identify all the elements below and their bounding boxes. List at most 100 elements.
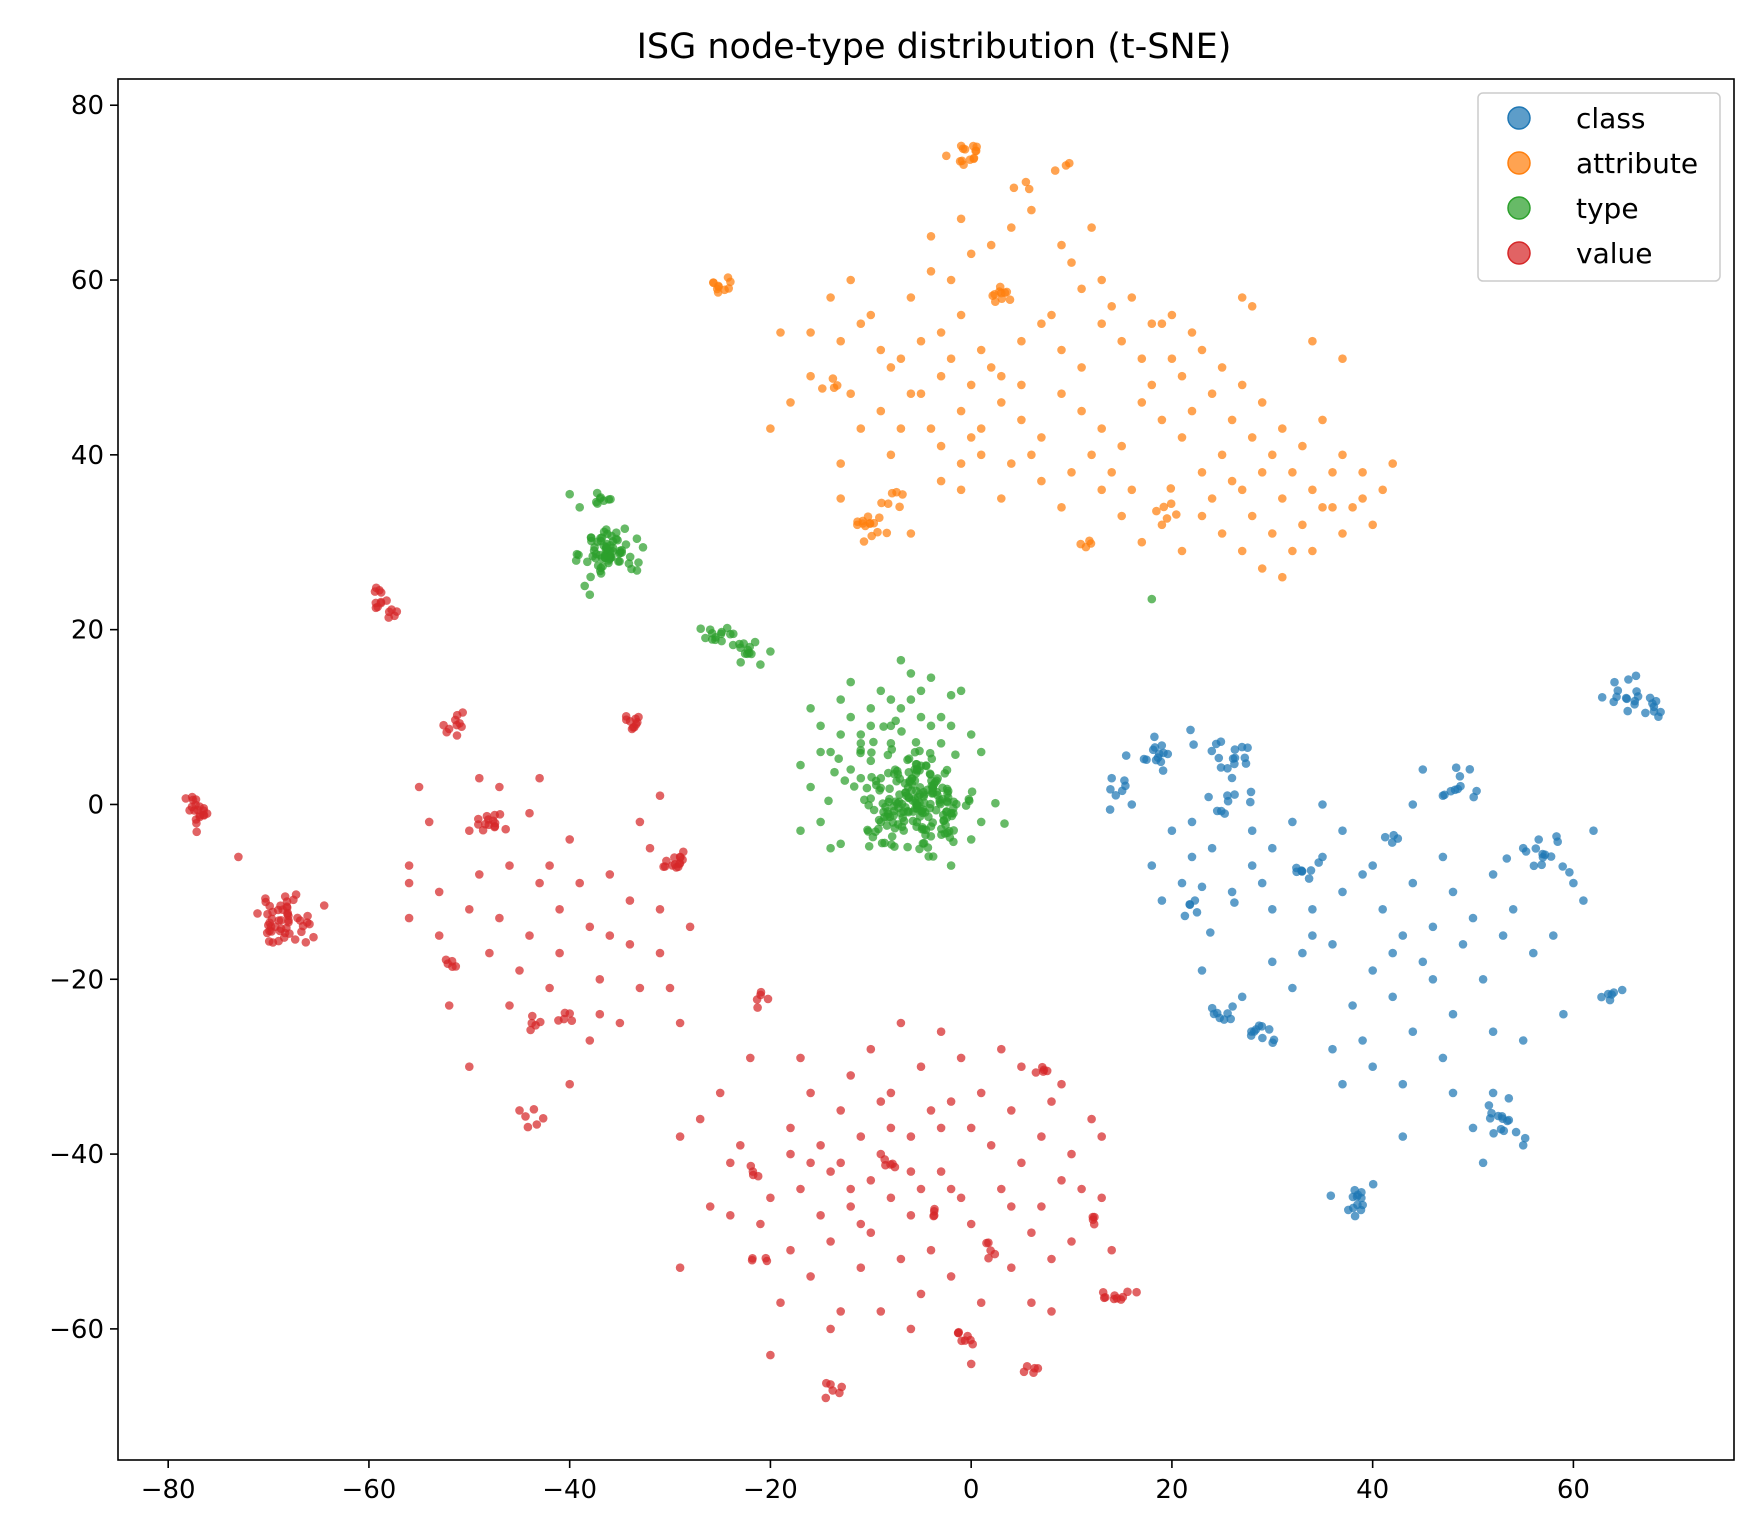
data-point-class [1448,1009,1458,1019]
data-point-attribute [776,328,785,337]
data-point-type [887,832,897,841]
data-point-class [1297,866,1307,876]
data-point-attribute [846,389,855,399]
data-point-value [376,588,386,597]
data-point-type [826,747,835,757]
data-point-value [736,1141,745,1150]
legend-frame [1477,92,1721,282]
data-point-attribute [1027,450,1036,460]
data-point-value [856,1219,866,1229]
data-point-class [1230,790,1239,799]
data-point-value [982,1238,991,1248]
data-point-type [925,803,935,813]
data-point-type [976,747,986,757]
data-point-type [614,557,623,566]
data-point-class [1465,765,1475,774]
data-point-class [1288,817,1297,827]
data-point-value [545,983,554,993]
data-point-value [946,1272,956,1281]
data-point-type [625,552,635,562]
data-point-class [1139,754,1149,764]
data-point-attribute [1207,494,1217,503]
data-point-attribute [1061,161,1071,170]
data-point-type [965,796,974,806]
data-point-type [967,787,977,796]
data-point-attribute [806,328,815,337]
data-point-type [565,489,574,499]
data-point-attribute [1338,529,1347,538]
data-point-value [595,1009,605,1019]
data-point-type [911,738,921,747]
data-point-value [371,598,381,608]
data-point-type [896,808,906,818]
data-point-attribute [1137,537,1147,547]
data-point-value [452,710,462,720]
data-point-type [701,633,710,643]
data-point-class [1518,1141,1528,1150]
data-point-attribute [1157,415,1167,425]
data-point-value [625,940,635,949]
data-point-value [525,808,534,818]
data-point-attribute [832,381,842,390]
data-point-attribute [1247,302,1257,311]
data-point-class [1111,791,1121,800]
data-point-value [605,870,615,879]
data-point-value [404,878,414,888]
data-point-type [602,542,611,552]
data-point-value [565,835,574,844]
data-point-attribute [1247,433,1257,442]
data-point-class [1304,874,1314,883]
data-point-value [1007,1263,1016,1272]
data-point-value [776,1298,785,1307]
data-point-attribute [1368,520,1377,530]
data-point-attribute [1358,494,1367,503]
data-point-class [1350,1211,1360,1221]
data-point-attribute [1037,476,1046,486]
data-point-attribute [1308,336,1317,346]
data-point-value [481,819,490,829]
data-point-attribute [1157,520,1167,530]
data-point-class [1268,957,1277,967]
data-point-value [675,1263,685,1272]
data-point-value [1017,1158,1026,1168]
data-point-attribute [916,336,926,346]
data-point-class [1288,983,1297,993]
data-point-class [1388,992,1397,1002]
data-point-type [896,704,906,713]
data-point-attribute [916,389,926,399]
data-point-class [1559,1009,1568,1019]
legend-marker-value [1507,241,1531,265]
data-point-attribute [926,267,936,276]
data-point-class [1358,870,1367,879]
data-point-class [1549,931,1558,940]
data-point-value [1107,1245,1116,1255]
data-point-value [545,861,554,870]
data-point-attribute [1388,459,1397,468]
data-point-type [806,782,815,792]
data-point-attribute [906,389,916,399]
data-point-type [885,794,894,804]
data-point-attribute [1247,511,1257,521]
data-point-type [925,769,935,778]
data-point-value [505,861,514,870]
data-point-class [1398,931,1408,940]
data-point-type [876,686,886,696]
data-point-attribute [1328,468,1337,477]
data-point-value [1087,1114,1096,1124]
data-point-type [866,721,876,731]
data-point-type [956,686,966,696]
data-point-class [1318,852,1327,862]
data-point-type [745,642,754,652]
data-point-value [836,1307,845,1316]
legend-marker-type [1507,196,1531,220]
data-point-value [267,927,276,936]
series-class [1105,671,1665,1221]
data-point-type [939,816,949,825]
data-point-type [908,796,917,805]
data-point-type [597,533,607,542]
data-point-class [1451,763,1461,772]
data-point-value [746,1161,756,1171]
y-tick-label: 60 [71,266,104,296]
data-point-class [1246,797,1255,807]
